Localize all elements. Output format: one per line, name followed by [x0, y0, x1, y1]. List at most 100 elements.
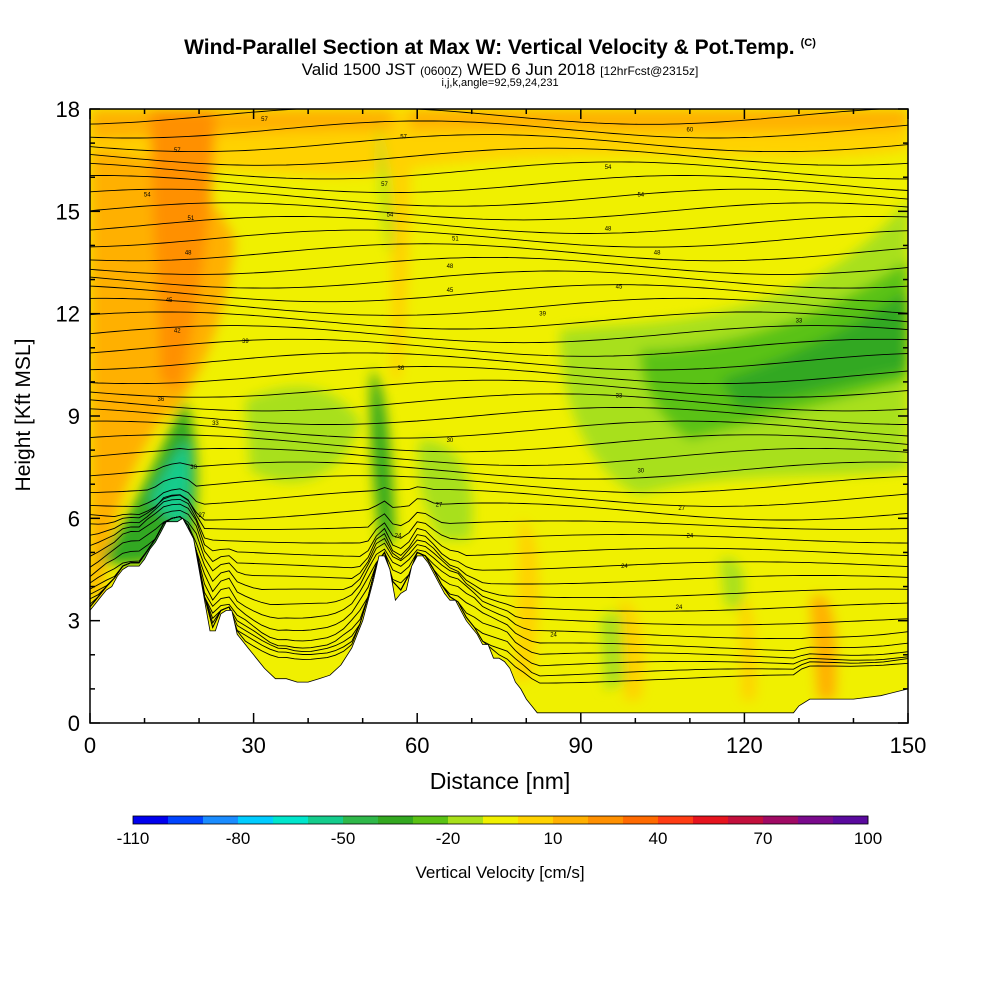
y-tick-label-0: 0 [68, 711, 80, 736]
colorbar-swatch-9 [448, 816, 484, 824]
isentrope-label-1: 57 [400, 134, 407, 140]
isentrope-line-29 [90, 297, 908, 316]
isentrope-label-0: 57 [261, 117, 268, 123]
isentrope-line-32 [90, 256, 908, 275]
colorbar-tick-label-0: -110 [117, 829, 150, 848]
isentrope-line-17 [90, 461, 908, 480]
forecast-info: [12hrFcst@2315z] [600, 64, 699, 78]
y-tick-label-5: 15 [56, 199, 80, 224]
isentrope-label-5: 54 [605, 165, 612, 171]
field-patch-3 [150, 109, 215, 390]
isentrope-line-10 [90, 509, 908, 571]
isentrope-line-26 [90, 338, 908, 357]
isentrope-label-17: 45 [616, 284, 623, 290]
colorbar-swatch-0 [133, 816, 169, 824]
x-axis-label: Distance [nm] [429, 768, 571, 794]
isentrope-line-3 [90, 516, 908, 659]
isentrope-label-21: 39 [242, 339, 249, 345]
isentrope-line-4 [90, 516, 908, 652]
isentrope-line-16 [90, 475, 908, 494]
colorbar-swatch-14 [623, 816, 659, 824]
terrain [89, 517, 909, 724]
isentrope-label-18: 42 [174, 329, 181, 335]
isentrope-label-25: 33 [212, 421, 219, 427]
isentrope-line-18 [90, 447, 908, 466]
colorbar-tick-label-6: 70 [754, 829, 773, 848]
isentrope-label-12: 48 [185, 250, 192, 256]
isentrope-label-6: 54 [144, 192, 151, 198]
isentrope-label-23: 36 [158, 397, 165, 403]
isentrope-line-8 [90, 516, 908, 599]
colorbar-swatch-13 [588, 816, 624, 824]
isentrope-line-11 [90, 503, 908, 557]
isentrope-line-19 [90, 434, 908, 453]
isentrope-line-35 [90, 216, 908, 234]
valid-utc: (0600Z) [420, 64, 463, 78]
y-axis-label: Height [Kft MSL] [12, 338, 35, 492]
isentrope-line-21 [90, 407, 908, 425]
valid-date: WED 6 Jun 2018 [466, 60, 596, 79]
colorbar-swatch-18 [763, 816, 799, 824]
section-indices: i,j,k,angle=92,59,24,231 [441, 77, 559, 89]
y-tick-label-6: 18 [56, 97, 80, 122]
colorbar-swatch-12 [553, 816, 589, 824]
chart-title: Wind-Parallel Section at Max W: Vertical… [0, 36, 1000, 60]
colorbar-tick-label-1: -80 [226, 829, 251, 848]
isentrope-label-2: 60 [687, 127, 694, 133]
colorbar-tick-label-7: 100 [854, 829, 882, 848]
isentrope-line-39 [90, 161, 908, 180]
isentrope-label-35: 24 [676, 605, 683, 611]
colorbar-tick-label-4: 10 [544, 829, 563, 848]
isentropes [90, 109, 908, 684]
colorbar-swatch-6 [343, 816, 379, 824]
isentrope-line-15 [90, 486, 908, 507]
title-text: Wind-Parallel Section at Max W: Vertical… [184, 36, 795, 59]
isentrope-line-37 [90, 188, 908, 207]
isentrope-label-32: 24 [395, 533, 402, 539]
field-patch-19 [620, 600, 644, 700]
isentrope-label-7: 54 [387, 213, 394, 219]
isentrope-label-36: 24 [550, 632, 557, 638]
isentrope-label-31: 27 [678, 506, 685, 512]
isentrope-label-22: 36 [397, 366, 404, 372]
isentrope-line-6 [90, 516, 908, 626]
colorbar-tick-label-3: -20 [436, 829, 461, 848]
field-patch-15 [378, 120, 394, 250]
colorbar-frame [132, 815, 869, 825]
colorbar-swatch-16 [693, 816, 729, 824]
colorbar-swatch-10 [483, 816, 519, 824]
y-tick-label-2: 6 [68, 506, 80, 531]
colorbar-tick-label-2: -50 [331, 829, 356, 848]
isentrope-label-27: 30 [190, 465, 197, 471]
isentrope-label-28: 30 [637, 469, 644, 475]
isentrope-line-7 [90, 516, 908, 612]
isentrope-label-13: 48 [447, 264, 454, 270]
isentrope-line-5 [90, 516, 908, 640]
isentrope-line-28 [90, 311, 908, 330]
isentrope-label-20: 33 [796, 318, 803, 324]
colorbar-swatch-3 [238, 816, 274, 824]
isentrope-label-33: 24 [687, 533, 694, 539]
isentrope-label-3: 57 [174, 148, 181, 154]
colorbar-swatch-19 [798, 816, 834, 824]
chart-subtitle: Valid 1500 JST (0600Z) WED 6 Jun 2018 [1… [0, 60, 1000, 80]
isentrope-line-12 [90, 498, 908, 544]
isentrope-line-23 [90, 379, 908, 398]
valid-time: Valid 1500 JST [301, 60, 416, 79]
isentrope-line-36 [90, 202, 908, 221]
field-patch-1 [90, 109, 908, 140]
isentrope-line-27 [90, 325, 908, 344]
isentrope-line-9 [90, 516, 908, 585]
isentrope-label-29: 27 [198, 513, 205, 519]
colorbar-swatch-8 [413, 816, 449, 824]
isentrope-line-38 [90, 175, 908, 194]
colorbar-swatch-15 [658, 816, 694, 824]
axes-ticks [89, 108, 909, 724]
colorbar-swatch-7 [378, 816, 414, 824]
field-patch-20 [515, 520, 539, 680]
x-tick-label-5: 150 [890, 733, 927, 758]
isentrope-line-40 [90, 147, 908, 166]
colorbar-swatch-2 [203, 816, 239, 824]
